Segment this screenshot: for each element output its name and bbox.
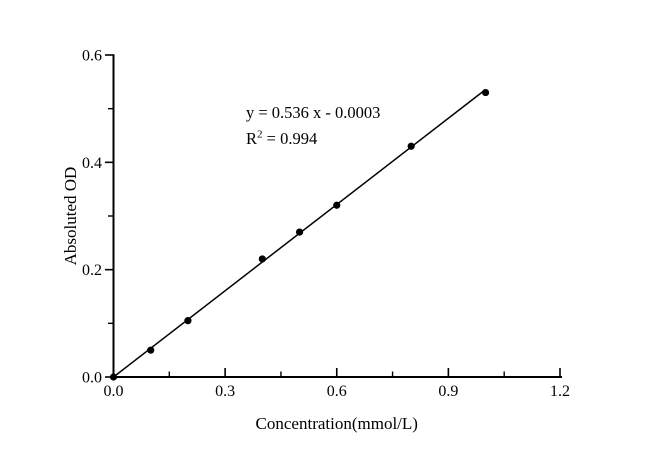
y-tick-label: 0.0 [82,370,102,387]
data-point [258,255,266,263]
r-squared-value: = 0.994 [262,129,318,148]
fit-equation-text: y = 0.536 x - 0.0003 [246,103,381,122]
y-axis-title: Absoluted OD [61,167,80,266]
y-tick-label: 0.2 [82,262,102,279]
data-point [481,88,490,97]
data-point [184,317,192,325]
y-tick-label: 0.4 [82,155,102,172]
data-point [147,346,155,354]
r-squared-exponent: 2 [257,128,263,141]
fit-equation-annotation: y = 0.536 x - 0.0003 R2 = 0.994 [246,100,380,152]
data-point [109,373,118,381]
x-tick-label: 0.6 [327,383,347,400]
x-tick-label: 0.9 [438,383,458,400]
x-tick-label: 1.2 [550,383,570,400]
data-point [295,228,304,236]
x-axis-title: Concentration(mmol/L) [256,414,418,433]
x-tick-label: 0.0 [104,383,124,400]
data-point [407,142,415,150]
x-tick-label: 0.3 [215,383,235,400]
r-squared-text: R2 = 0.994 [246,126,380,152]
y-tick-label: 0.6 [82,48,102,65]
r-squared-base: R [246,129,258,148]
data-point [333,201,341,209]
